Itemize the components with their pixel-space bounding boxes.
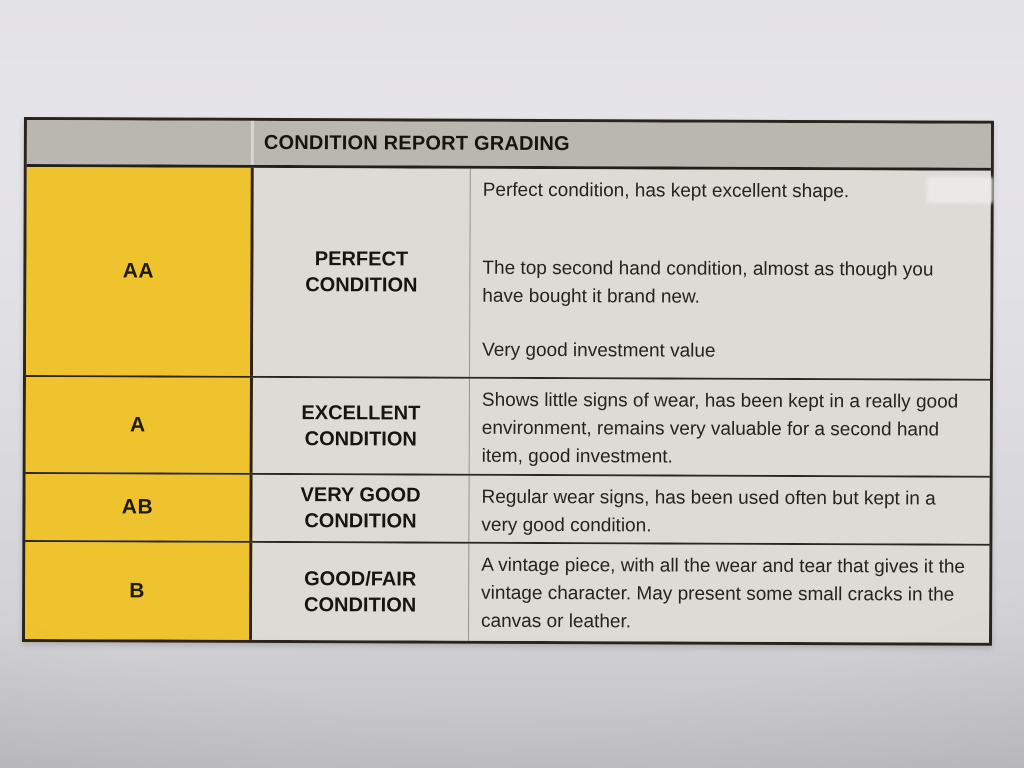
table-row: B GOOD/FAIR CONDITION A vintage piece, w… (24, 540, 990, 643)
table-row: AA PERFECT CONDITION Perfect condition, … (26, 164, 993, 379)
description-paragraph: Very good investment value (482, 339, 716, 362)
condition-cell: GOOD/FAIR CONDITION (251, 542, 469, 641)
table-row: A EXCELLENT CONDITION Shows little signs… (25, 375, 991, 476)
condition-label: PERFECT CONDITION (305, 248, 418, 297)
condition-cell: PERFECT CONDITION (253, 167, 470, 377)
grade-label: AB (121, 495, 154, 519)
description-cell: A vintage piece, with all the wear and t… (467, 543, 990, 643)
description-paragraph: Regular wear signs, has been used often … (481, 486, 936, 537)
description-paragraph: Perfect condition, has kept excellent sh… (482, 179, 850, 203)
grade-cell: AA (26, 167, 254, 376)
condition-label: EXCELLENT CONDITION (301, 401, 421, 451)
grade-label: AA (122, 259, 155, 283)
header-spacer-cell (26, 120, 254, 165)
condition-cell: VERY GOOD CONDITION (252, 474, 469, 542)
table-row: AB VERY GOOD CONDITION Regular wear sign… (25, 472, 990, 544)
grade-label: A (129, 412, 146, 436)
whiteout-patch (926, 176, 993, 204)
condition-label: GOOD/FAIR CONDITION (303, 567, 417, 617)
condition-label: VERY GOOD CONDITION (300, 484, 421, 533)
grading-table: CONDITION REPORT GRADING AA PERFECT COND… (21, 117, 994, 646)
grade-cell: A (25, 377, 253, 473)
description-cell: Regular wear signs, has been used often … (468, 475, 990, 544)
table-header-row: CONDITION REPORT GRADING (26, 120, 991, 168)
description-paragraph: Shows little signs of wear, has been kep… (481, 389, 959, 468)
grade-label: B (129, 578, 146, 602)
grade-cell: AB (25, 474, 253, 541)
description-cell: Shows little signs of wear, has been kep… (468, 378, 990, 476)
description-paragraph: A vintage piece, with all the wear and t… (481, 554, 966, 633)
description-cell: Perfect condition, has kept excellent sh… (469, 168, 993, 379)
table-title: CONDITION REPORT GRADING (263, 131, 570, 155)
table-title-cell: CONDITION REPORT GRADING (253, 120, 991, 168)
grade-cell: B (24, 542, 253, 640)
condition-cell: EXCELLENT CONDITION (252, 377, 469, 474)
description-paragraph: The top second hand condition, almost as… (482, 257, 934, 308)
